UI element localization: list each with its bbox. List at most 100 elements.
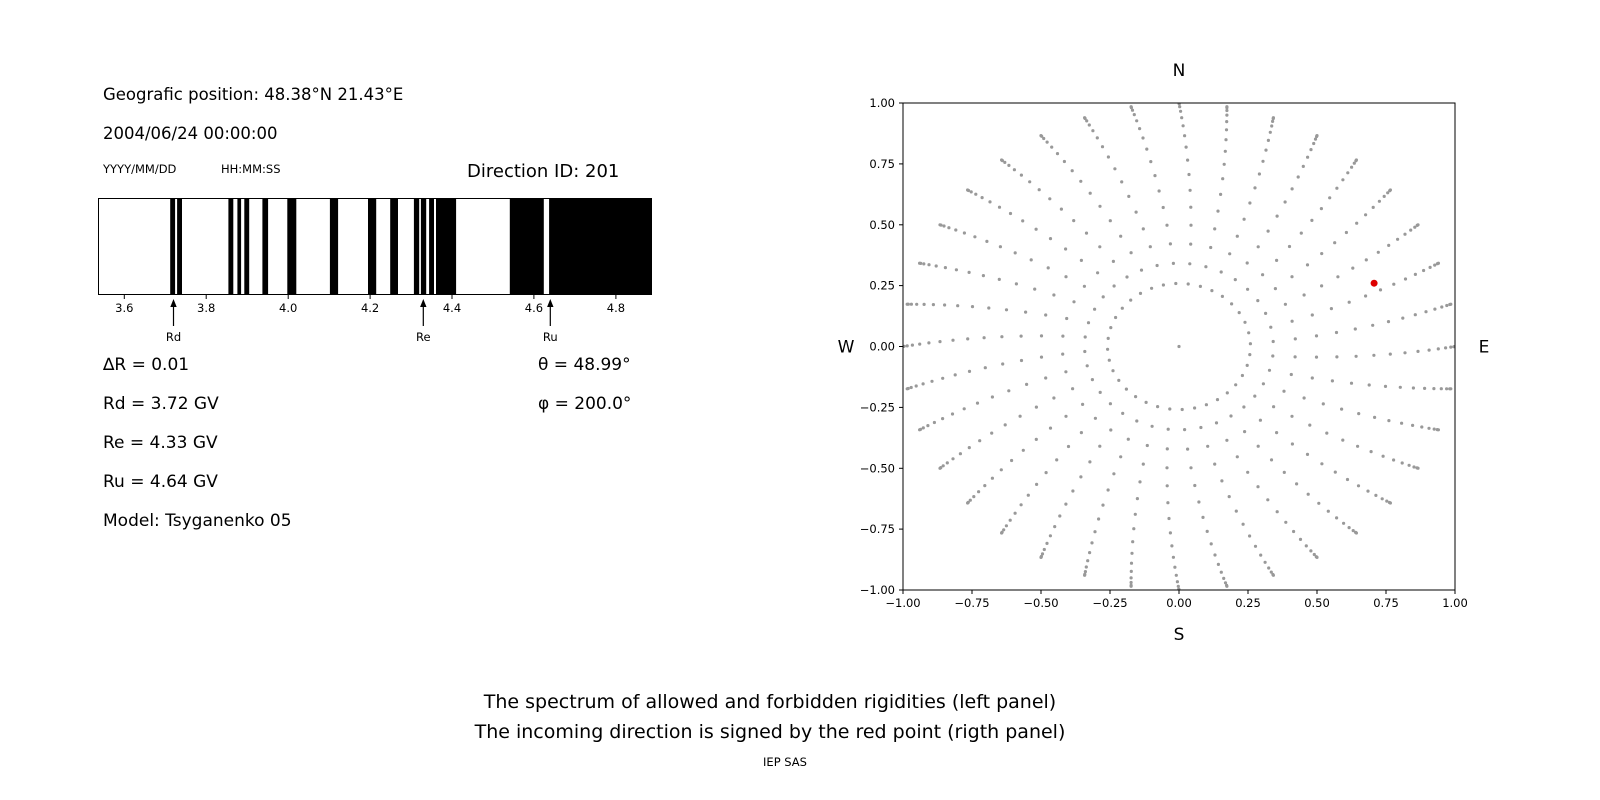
direction-grid-dot	[1246, 470, 1250, 474]
direction-grid-dot	[1219, 270, 1223, 274]
direction-grid-dot	[1266, 138, 1270, 142]
direction-grid-dot	[1101, 295, 1105, 299]
direction-grid-dot	[927, 263, 931, 267]
re-value: Re = 4.33 GV	[103, 433, 218, 453]
direction-grid-dot	[1309, 549, 1313, 553]
direction-grid-dot	[1071, 489, 1075, 493]
direction-grid-dot	[967, 270, 971, 274]
direction-grid-dot	[1411, 386, 1415, 390]
direction-grid-dot	[1149, 160, 1153, 164]
direction-grid-dot	[1398, 385, 1402, 389]
direction-grid-dot	[1253, 186, 1257, 190]
direction-grid-dot	[1350, 165, 1354, 169]
direction-grid-dot	[1386, 191, 1390, 195]
direction-grid-dot	[953, 373, 957, 377]
direction-grid-dot	[1383, 384, 1388, 388]
direction-grid-dot	[943, 266, 947, 270]
direction-grid-dot	[1197, 500, 1201, 504]
incoming-direction-chart: −1.00 −0.75 −0.50 −0.25 0.00 0.25 0.50 0.75 1.00…	[838, 61, 1490, 645]
direction-grid-dot	[943, 303, 947, 307]
direction-grid-dot	[1275, 214, 1279, 218]
direction-grid-dot	[1275, 431, 1279, 435]
direction-grid-dot	[1013, 511, 1017, 515]
direction-grid-dot	[962, 407, 966, 411]
direction-grid-dot	[1261, 382, 1265, 386]
direction-grid-dot	[1372, 353, 1376, 357]
direction-grid-dot	[1129, 569, 1133, 573]
cutoff-arrow-icon	[170, 299, 177, 307]
direction-grid-dot	[1113, 167, 1117, 171]
direction-grid-dot	[1308, 423, 1312, 427]
direction-grid-dot	[926, 424, 930, 428]
direction-grid-dot	[1042, 136, 1046, 141]
direction-grid-dot	[1079, 431, 1083, 435]
direction-grid-dot	[909, 385, 913, 390]
direction-grid-dot	[1366, 489, 1370, 493]
direction-grid-dot	[915, 302, 919, 306]
direction-grid-dot	[1173, 565, 1177, 569]
direction-grid-dot	[1209, 542, 1213, 546]
red-point	[1370, 279, 1378, 287]
direction-grid-dot	[1019, 503, 1023, 507]
direction-grid-dot	[1100, 145, 1105, 149]
direction-grid-dot	[1133, 512, 1137, 516]
allowed-rigidity-bar	[420, 199, 427, 294]
direction-grid-dot	[1108, 402, 1112, 406]
direction-grid-dot	[1445, 387, 1449, 391]
direction-grid-dot	[1039, 355, 1044, 359]
direction-grid-dot	[1275, 258, 1279, 262]
direction-grid-dot	[1034, 405, 1038, 409]
direction-grid-dot	[1225, 438, 1229, 442]
direction-grid-dot	[1141, 136, 1145, 140]
direction-grid-dot	[1130, 108, 1135, 112]
direction-grid-dot	[1044, 376, 1048, 380]
direction-grid-dot	[985, 239, 989, 243]
direction-grid-dot	[1242, 217, 1246, 221]
direction-grid-dot	[1304, 544, 1308, 548]
direction-y-tick-label: −1.00	[860, 583, 895, 597]
direction-grid-dot	[1427, 426, 1431, 430]
direction-grid-dot	[1048, 197, 1052, 201]
direction-grid-dot	[1388, 188, 1392, 192]
allowed-rigidity-bar	[413, 199, 420, 294]
direction-grid-dot	[941, 464, 945, 468]
spectrum-x-tick-label: 4.2	[361, 301, 379, 315]
direction-grid-dot	[1449, 345, 1453, 349]
direction-grid-dot	[1111, 259, 1115, 263]
direction-grid-dot	[1321, 402, 1325, 406]
direction-grid-dot	[962, 231, 966, 235]
direction-grid-dot	[1002, 528, 1006, 532]
direction-grid-dot	[973, 235, 977, 239]
cutoff-marker-label: Ru	[543, 330, 558, 344]
direction-grid-dot	[1284, 520, 1288, 524]
direction-grid-dot	[1046, 266, 1050, 270]
allowed-rigidity-bar	[509, 199, 544, 294]
direction-grid-dot	[1225, 108, 1229, 113]
direction-grid-dot	[954, 228, 958, 232]
direction-grid-dot	[1205, 529, 1209, 533]
direction-grid-dot	[1090, 541, 1094, 545]
direction-grid-dot	[1248, 342, 1252, 346]
direction-grid-dot	[1093, 416, 1097, 420]
direction-grid-dot	[909, 302, 913, 306]
direction-grid-dot	[1184, 145, 1188, 149]
direction-grid-dot	[1071, 387, 1075, 391]
direction-grid-dot	[1351, 529, 1355, 533]
direction-grid-dot	[1400, 461, 1404, 465]
direction-grid-dot	[1271, 573, 1275, 577]
direction-grid-dot	[1427, 348, 1431, 352]
direction-grid-dot	[1436, 428, 1440, 432]
direction-grid-dot	[1271, 354, 1275, 358]
direction-grid-dot	[1387, 243, 1391, 247]
direction-grid-dot	[1199, 425, 1203, 430]
direction-grid-dot	[1299, 231, 1303, 235]
direction-grid-dot	[1248, 353, 1252, 357]
spectrum-x-tick-label: 4.8	[607, 301, 625, 315]
direction-grid-dot	[1090, 378, 1094, 382]
direction-grid-dot	[1183, 134, 1187, 138]
direction-grid-dot	[1319, 207, 1323, 211]
direction-grid-dot	[990, 431, 994, 435]
direction-grid-dot	[1165, 484, 1169, 488]
direction-x-tick-label: 0.00	[1166, 596, 1192, 610]
direction-grid-dot	[1275, 510, 1279, 514]
